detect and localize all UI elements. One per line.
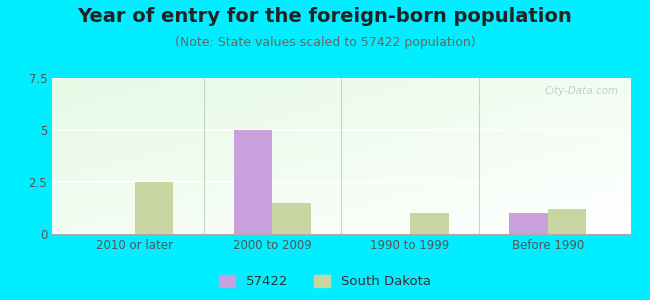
Text: City-Data.com: City-Data.com [545,86,619,96]
Text: (Note: State values scaled to 57422 population): (Note: State values scaled to 57422 popu… [175,36,475,49]
Bar [272,203,311,234]
Bar [510,213,548,234]
Bar [135,182,173,234]
Bar [410,213,448,234]
Legend: 57422, South Dakota: 57422, South Dakota [214,269,436,293]
Bar [548,209,586,234]
Bar [234,130,272,234]
Text: Year of entry for the foreign-born population: Year of entry for the foreign-born popul… [77,8,573,26]
